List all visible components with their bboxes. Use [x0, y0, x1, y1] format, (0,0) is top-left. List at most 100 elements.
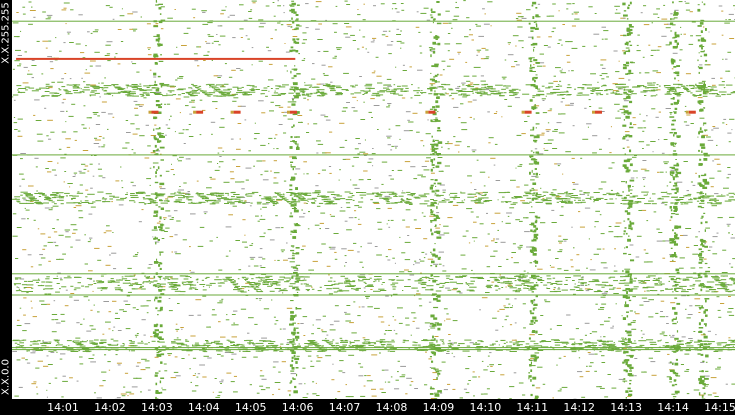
- band-point: [630, 202, 638, 204]
- flow-point: [435, 117, 438, 119]
- flow-point: [242, 219, 246, 221]
- flow-point: [724, 284, 730, 285]
- flow-point: [329, 324, 334, 326]
- flow-point: [562, 238, 568, 240]
- flow-point: [439, 392, 443, 394]
- flow-point: [305, 27, 309, 29]
- flow-point: [316, 140, 321, 142]
- flow-point: [555, 258, 559, 259]
- band-point: [692, 288, 695, 290]
- flow-point: [78, 170, 82, 172]
- band-point: [226, 92, 230, 94]
- flow-point: [217, 163, 219, 164]
- flow-point: [437, 370, 442, 372]
- flow-point: [599, 74, 603, 76]
- band-point: [410, 193, 416, 194]
- band-point: [665, 87, 674, 89]
- band-point: [515, 94, 517, 96]
- band-point: [433, 344, 441, 346]
- flow-point: [137, 362, 141, 364]
- flow-point: [504, 307, 510, 309]
- band-point: [526, 288, 529, 289]
- band-point: [466, 95, 469, 97]
- flow-point: [232, 37, 236, 39]
- flow-point: [34, 157, 39, 159]
- flow-point: [324, 152, 331, 154]
- band-point: [26, 202, 34, 204]
- flow-point: [703, 107, 705, 109]
- band-point: [637, 198, 645, 199]
- flow-point: [259, 385, 264, 387]
- flow-point: [558, 132, 565, 134]
- band-point: [720, 283, 726, 285]
- band-point: [500, 201, 504, 203]
- flow-point: [524, 121, 528, 122]
- band-point: [721, 194, 723, 196]
- band-point: [702, 95, 708, 97]
- flow-point: [94, 29, 99, 31]
- band-point: [666, 191, 668, 193]
- flow-point: [437, 157, 443, 158]
- flow-point: [258, 19, 264, 21]
- flow-point: [442, 265, 445, 267]
- band-point: [621, 348, 624, 350]
- band-point: [533, 192, 536, 194]
- band-point: [524, 282, 532, 284]
- flow-point: [233, 391, 238, 393]
- flow-point: [670, 30, 673, 32]
- band-point: [692, 283, 696, 285]
- band-point: [96, 280, 102, 282]
- flow-point: [88, 358, 94, 359]
- flow-point: [16, 359, 21, 361]
- band-point: [705, 290, 710, 292]
- band-point: [238, 202, 245, 204]
- band-point: [100, 339, 103, 341]
- band-point: [212, 87, 219, 89]
- flow-point: [594, 226, 596, 228]
- flow-point: [508, 43, 510, 45]
- flow-point: [363, 3, 365, 5]
- band-point: [578, 350, 580, 352]
- flow-point: [273, 160, 277, 162]
- flow-point: [452, 19, 458, 21]
- flow-point: [394, 145, 398, 147]
- band-point: [441, 83, 446, 85]
- flow-point: [664, 204, 668, 206]
- flow-point: [303, 283, 307, 285]
- flow-point: [46, 135, 49, 137]
- band-point: [483, 201, 487, 203]
- band-point: [308, 344, 313, 346]
- flow-point: [317, 357, 323, 359]
- band-point: [695, 83, 697, 85]
- flow-point: [728, 19, 731, 21]
- band-point: [539, 277, 543, 279]
- flow-point: [601, 303, 607, 305]
- band-point: [442, 88, 446, 90]
- band-point: [584, 345, 590, 347]
- band-point: [699, 202, 701, 204]
- flow-point: [329, 131, 333, 133]
- band-point: [571, 343, 579, 345]
- flow-point: [363, 101, 365, 103]
- flow-point: [545, 129, 551, 131]
- band-point: [266, 345, 272, 347]
- flow-point: [481, 47, 486, 49]
- flow-point: [388, 104, 391, 106]
- band-point: [293, 194, 297, 196]
- band-point: [362, 278, 370, 280]
- band-point: [715, 202, 722, 204]
- flow-point: [479, 223, 484, 225]
- flow-point: [397, 360, 400, 362]
- band-point: [664, 345, 673, 347]
- flow-point: [112, 330, 114, 332]
- band-point: [68, 91, 72, 93]
- band-point: [234, 285, 240, 287]
- band-point: [335, 199, 340, 201]
- flow-point: [339, 122, 345, 124]
- flow-point: [303, 202, 307, 204]
- flow-point: [516, 186, 520, 188]
- flow-point: [321, 329, 324, 331]
- band-point: [695, 85, 704, 86]
- flow-point: [574, 18, 580, 20]
- band-point: [484, 193, 487, 195]
